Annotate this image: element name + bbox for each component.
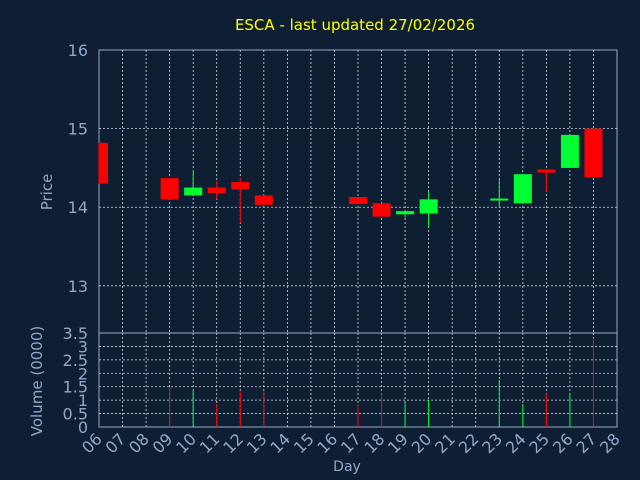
candle-body — [349, 197, 367, 205]
candle-body — [490, 198, 509, 201]
price-panel: 13 14 15 16 — [68, 41, 618, 334]
volume-tick-label: 2 — [78, 364, 88, 383]
candle — [513, 174, 532, 204]
x-axis-label: Day — [333, 459, 361, 475]
candle — [231, 178, 250, 223]
candle-body — [254, 195, 273, 205]
candle — [490, 179, 509, 208]
candle — [349, 197, 367, 205]
candle-body — [537, 169, 556, 173]
price-tick-label: 15 — [68, 120, 88, 139]
candle — [396, 211, 415, 218]
volume-tick-label: 1 — [78, 391, 88, 410]
candle-body — [372, 203, 391, 217]
candle-body — [231, 182, 250, 190]
y-axis-label: Price — [38, 174, 56, 211]
price-tick-label: 16 — [68, 41, 88, 60]
volume-tick-label: 2.5 — [63, 351, 88, 370]
candle — [419, 191, 438, 227]
candle-body — [419, 199, 438, 214]
volume-tick-label: 0 — [78, 418, 88, 437]
volume-tick-label: 3 — [78, 337, 88, 356]
candle-body — [160, 178, 179, 200]
candle-body — [560, 134, 579, 168]
candle — [537, 169, 556, 192]
candle-body — [513, 174, 532, 204]
candle — [184, 171, 203, 196]
candle-body — [184, 187, 203, 196]
candle — [254, 195, 273, 205]
volume-tick-label: 3.5 — [63, 324, 88, 343]
candle — [560, 134, 579, 168]
volume-axis-label: Volume (0000) — [28, 326, 46, 436]
candle — [98, 142, 108, 184]
candle-body — [584, 128, 603, 178]
chart-title: ESCA - last updated 27/02/2026 — [235, 16, 475, 34]
volume-panel: 00.511.522.533.5 — [63, 324, 618, 437]
candle — [160, 178, 179, 200]
price-tick-label: 13 — [68, 277, 88, 296]
volume-tick-label: 1.5 — [63, 378, 88, 397]
candle-body — [396, 211, 415, 215]
candle — [207, 181, 226, 200]
price-tick-label: 14 — [68, 198, 88, 217]
candle — [372, 203, 391, 217]
candle — [584, 128, 603, 178]
x-tick-label: 28 — [596, 429, 624, 457]
volume-tick-label: 0.5 — [63, 405, 88, 424]
x-axis: 0607080910111213141516171819202122232425… — [78, 429, 624, 457]
candle-body — [99, 142, 108, 184]
candle-body — [207, 187, 226, 194]
